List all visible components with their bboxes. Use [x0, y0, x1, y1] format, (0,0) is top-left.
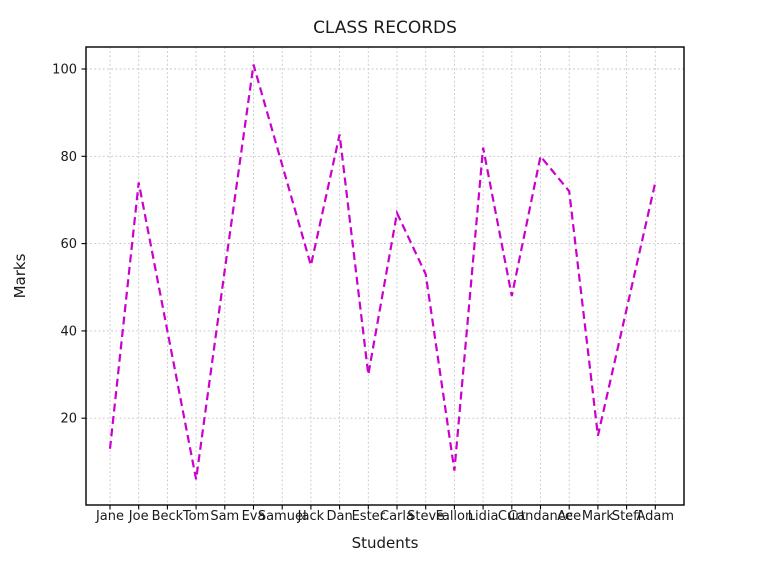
- y-axis-label: Marks: [11, 253, 29, 298]
- x-tick-label: Candance: [508, 509, 573, 524]
- chart-title: CLASS RECORDS: [313, 18, 457, 38]
- y-tick-label: 60: [60, 237, 77, 252]
- axis-ticks: [81, 68, 656, 510]
- x-tick-label: Fallon: [436, 509, 474, 524]
- x-tick-label: Samuel: [258, 509, 307, 524]
- x-tick-label: Mark: [582, 509, 615, 524]
- x-tick-label: Lidia: [468, 509, 499, 524]
- plot-border: [85, 46, 685, 506]
- x-axis-label: Students: [352, 534, 419, 552]
- x-tick-label: Ace: [557, 509, 581, 524]
- marks-line: [108, 64, 657, 480]
- x-tick-label: Dan: [326, 509, 352, 524]
- y-tick-label: 20: [60, 412, 77, 427]
- x-tick-label: Jane: [95, 509, 124, 524]
- y-tick-labels: 20 40 60 80 100: [52, 63, 77, 427]
- x-tick-label: Carla: [380, 509, 414, 524]
- y-tick-label: 80: [60, 150, 77, 165]
- x-tick-label: Steve: [407, 509, 444, 524]
- grid-lines: [86, 47, 684, 505]
- x-tick-label: Jack: [297, 509, 325, 524]
- y-tick-label: 40: [60, 324, 77, 339]
- x-tick-label: Sam: [210, 509, 239, 524]
- x-tick-label: Joe: [128, 509, 149, 524]
- x-tick-label: Curt: [498, 509, 526, 524]
- x-tick-label: Adam: [637, 509, 675, 524]
- x-tick-label: Ester: [352, 509, 386, 524]
- data-series-layer: [108, 64, 657, 480]
- x-tick-label: Eva: [242, 509, 266, 524]
- x-tick-label: Tom: [182, 509, 209, 524]
- y-tick-label: 100: [52, 63, 77, 78]
- x-tick-label: Beck: [152, 509, 184, 524]
- x-tick-label: Stefi: [612, 509, 642, 524]
